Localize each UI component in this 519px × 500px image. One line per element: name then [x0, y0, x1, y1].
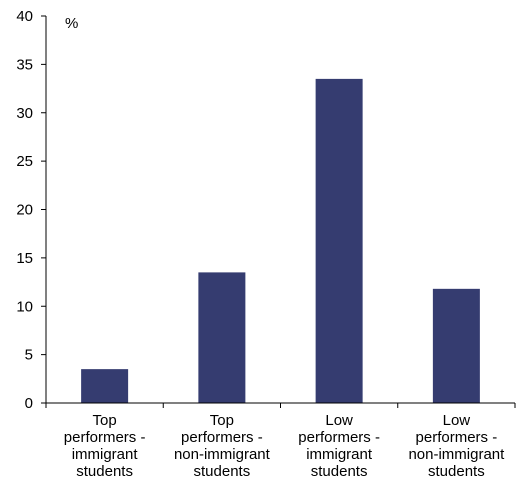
- x-category-label-line: Low: [443, 412, 471, 429]
- x-category-label-line: performers -: [298, 429, 380, 446]
- bar: [315, 78, 363, 403]
- x-category-label-line: performers -: [416, 429, 498, 446]
- bars: [81, 78, 480, 403]
- y-tick-label: 0: [25, 395, 33, 412]
- y-tick-label: 5: [25, 347, 33, 364]
- x-category-label-line: non-immigrant: [174, 446, 271, 463]
- y-tick-label: 40: [16, 8, 33, 25]
- bar: [432, 288, 480, 403]
- y-tick-label: 25: [16, 153, 33, 170]
- x-category-label-line: students: [76, 463, 133, 480]
- x-category-label-line: students: [311, 463, 368, 480]
- bar: [198, 272, 246, 403]
- y-tick-label: 10: [16, 298, 33, 315]
- x-category-label-line: performers -: [64, 429, 146, 446]
- y-tick-label: 15: [16, 250, 33, 267]
- x-category-label-line: immigrant: [306, 446, 373, 463]
- x-category-label: Top performers -immigrant students: [64, 412, 146, 480]
- x-category-label-line: Low: [325, 412, 353, 429]
- x-category-label-line: Top: [93, 412, 117, 429]
- x-category-label-line: performers -: [181, 429, 263, 446]
- x-category-label-line: students: [428, 463, 485, 480]
- y-tick-label: 20: [16, 202, 33, 219]
- bar: [81, 369, 129, 403]
- y-axis-unit-label: %: [65, 15, 78, 32]
- x-category-label-line: non-immigrant: [408, 446, 505, 463]
- x-category-label: Low performers -immigrant students: [298, 412, 380, 480]
- y-tick-label: 35: [16, 56, 33, 73]
- x-category-label-line: students: [194, 463, 251, 480]
- y-axis: 0 5 10 15 20 25 30 35 40: [16, 8, 47, 412]
- y-tick-label: 30: [16, 105, 33, 122]
- x-category-label-line: immigrant: [72, 446, 139, 463]
- x-category-label: Low performers -non-immigrant students: [408, 412, 505, 480]
- x-category-label: Top performers -non-immigrant students: [174, 412, 271, 480]
- x-category-label-line: Top: [210, 412, 234, 429]
